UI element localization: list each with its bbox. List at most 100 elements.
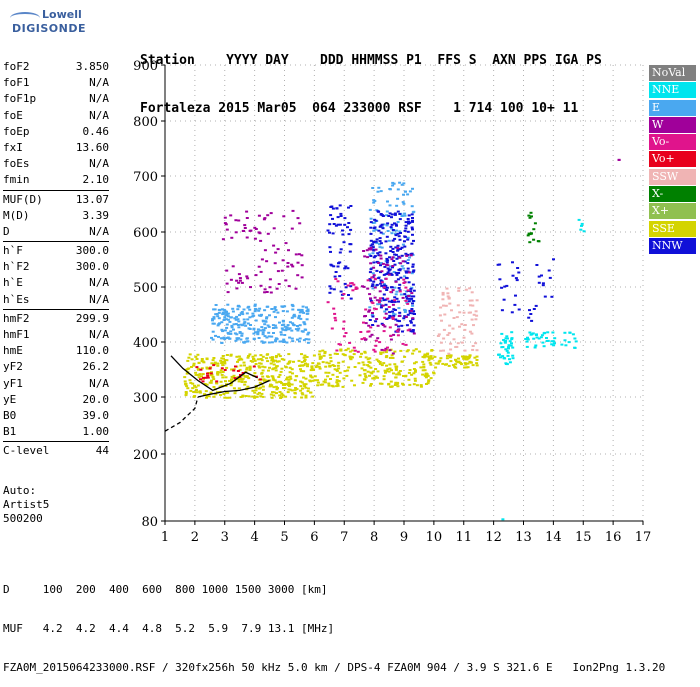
auto-version: 500200 — [3, 512, 43, 525]
legend-item-w: W — [649, 116, 696, 133]
echo-point-nnw — [387, 316, 391, 319]
echo-point-e — [376, 303, 380, 306]
echo-point-sse — [366, 370, 370, 373]
echo-point-ssw — [450, 309, 453, 312]
echo-point-sse — [425, 383, 428, 385]
echo-point-e — [301, 305, 305, 308]
echo-point-sse — [211, 375, 215, 378]
echo-point-sse — [324, 365, 328, 368]
echo-point-nnw — [411, 220, 414, 223]
echo-point-nnw — [388, 311, 392, 314]
echo-point-sse — [260, 359, 264, 362]
echo-point-sse — [260, 392, 264, 395]
echo-point-sse — [185, 372, 189, 375]
echo-point-nnw — [409, 321, 413, 324]
echo-point-ssw — [442, 328, 446, 331]
echo-point-e — [405, 294, 409, 297]
param-value: 44 — [95, 444, 109, 458]
param-value: N/A — [89, 224, 109, 238]
legend-item-ssw: SSW — [649, 168, 696, 185]
echo-point-sse — [290, 383, 294, 386]
echo-point-sse — [280, 358, 284, 361]
echo-point-e — [236, 308, 240, 311]
echo-point-sse — [375, 358, 379, 361]
echo-point-ssw — [442, 304, 445, 307]
echo-point-vo- — [380, 281, 384, 284]
echo-point-e — [290, 337, 294, 340]
echo-point-sse — [316, 384, 320, 387]
echo-point-nnw — [406, 313, 410, 316]
echo-point-nne — [580, 224, 583, 227]
x-tick-label: 9 — [400, 530, 408, 545]
echo-point-sse — [226, 391, 230, 394]
echo-point-sse — [268, 379, 272, 382]
echo-point-sse — [382, 378, 386, 381]
echo-point-sse — [426, 382, 430, 385]
echo-scatter — [183, 158, 621, 521]
header-values: Fortaleza 2015 Mar05 064 233000 RSF 1 71… — [140, 101, 579, 116]
echo-point-sse — [244, 395, 248, 397]
echo-point-sse — [255, 395, 259, 398]
echo-point-sse — [463, 357, 467, 359]
echo-point-nnw — [404, 224, 408, 227]
echo-point-sse — [306, 363, 310, 366]
echo-point-ssw — [474, 342, 478, 345]
echo-point-sse — [288, 388, 292, 391]
echo-point-sse — [379, 353, 383, 355]
echo-point-nnw — [404, 221, 408, 224]
echo-point-e — [401, 243, 405, 246]
echo-point-e — [283, 340, 287, 343]
echo-point-e — [250, 315, 254, 318]
echo-point-sse — [350, 379, 354, 382]
echo-point-sse — [254, 389, 258, 392]
echo-point-sse — [300, 381, 304, 384]
echo-point-w — [387, 273, 391, 276]
echo-point-w — [238, 277, 242, 280]
echo-point-nnw — [403, 315, 407, 318]
echo-point-e — [393, 286, 397, 289]
echo-point-sse — [205, 395, 209, 398]
echo-point-sse — [327, 362, 331, 365]
echo-point-sse — [209, 391, 213, 394]
echo-point-w — [368, 309, 372, 312]
echo-point-sse — [303, 354, 307, 357]
echo-point-sse — [397, 373, 401, 376]
echo-point-sse — [210, 371, 213, 374]
echo-point-nnw — [532, 308, 536, 310]
echo-point-nnw — [338, 223, 342, 226]
echo-point-nnw — [540, 274, 543, 277]
echo-point-ssw — [446, 295, 450, 298]
echo-point-sse — [286, 362, 290, 365]
echo-point-sse — [313, 375, 317, 378]
echo-point-e — [391, 181, 395, 184]
echo-point-e — [245, 337, 249, 340]
echo-point-nnw — [338, 261, 342, 264]
echo-point-ssw — [458, 325, 461, 328]
echo-point-nnw — [379, 224, 383, 227]
echo-point-e — [214, 313, 218, 316]
echo-point-sse — [464, 358, 468, 361]
echo-point-ssw — [452, 317, 456, 319]
echo-point-e — [268, 314, 271, 317]
echo-point-e — [260, 326, 264, 329]
echo-point-sse — [259, 395, 263, 398]
echo-point-ssw — [470, 318, 474, 321]
echo-point-e — [240, 334, 244, 337]
echo-point-ssw — [470, 291, 474, 294]
echo-point-nnw — [329, 214, 333, 217]
param-name: yF2 — [3, 360, 23, 374]
echo-point-nne — [504, 348, 508, 351]
echo-point-w — [410, 309, 413, 312]
echo-point-w — [245, 217, 249, 219]
echo-point-nnw — [346, 267, 350, 270]
echo-point-sse — [223, 361, 226, 363]
param-row: foF1 N/A — [3, 75, 109, 91]
echo-point-vo- — [382, 286, 386, 289]
legend-item-noval: NoVal — [649, 65, 696, 81]
echo-point-sse — [238, 368, 242, 371]
echo-point-vo- — [387, 306, 391, 308]
param-row: h`F 300.0 — [3, 243, 109, 259]
echo-point-w — [398, 256, 402, 259]
echo-point-nnw — [500, 286, 504, 289]
echo-point-sse — [400, 360, 404, 363]
